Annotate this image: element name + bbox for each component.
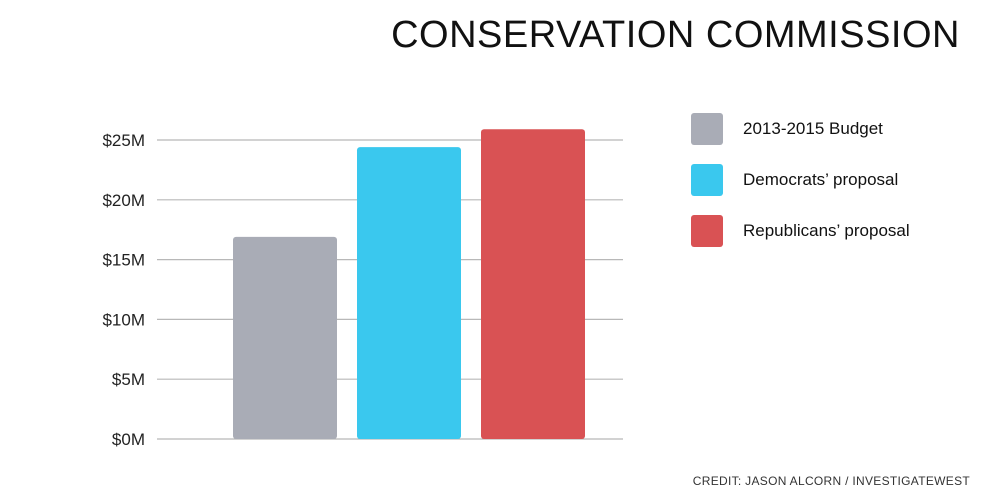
legend: 2013-2015 Budget Democrats’ proposal Rep… bbox=[691, 113, 910, 266]
bar-1 bbox=[233, 236, 337, 439]
y-tick-label: $5M bbox=[112, 370, 145, 389]
legend-label-republicans: Republicans’ proposal bbox=[743, 221, 910, 240]
y-axis-tick-labels: $0M $5M $10M $15M $20M $25M bbox=[102, 131, 145, 449]
legend-item-republicans: Republicans’ proposal bbox=[691, 215, 910, 247]
bar-2 bbox=[357, 147, 461, 439]
legend-label-democrats: Democrats’ proposal bbox=[743, 170, 899, 189]
y-tick-label: $20M bbox=[102, 191, 145, 210]
legend-swatch-democrats bbox=[691, 164, 723, 196]
credit-line: CREDIT: JASON ALCORN / INVESTIGATEWEST bbox=[692, 474, 970, 488]
legend-swatch-republicans bbox=[691, 215, 723, 247]
chart-title: CONSERVATION COMMISSION bbox=[391, 14, 960, 56]
legend-item-budget: 2013-2015 Budget bbox=[691, 113, 910, 145]
legend-label-budget: 2013-2015 Budget bbox=[743, 119, 883, 138]
y-tick-label: $15M bbox=[102, 251, 145, 270]
y-tick-label: $0M bbox=[112, 430, 145, 449]
legend-item-democrats: Democrats’ proposal bbox=[691, 164, 910, 196]
bars bbox=[233, 129, 585, 439]
y-tick-label: $10M bbox=[102, 310, 145, 329]
y-tick-label: $25M bbox=[102, 131, 145, 150]
bar-3 bbox=[481, 129, 585, 439]
legend-swatch-budget bbox=[691, 113, 723, 145]
